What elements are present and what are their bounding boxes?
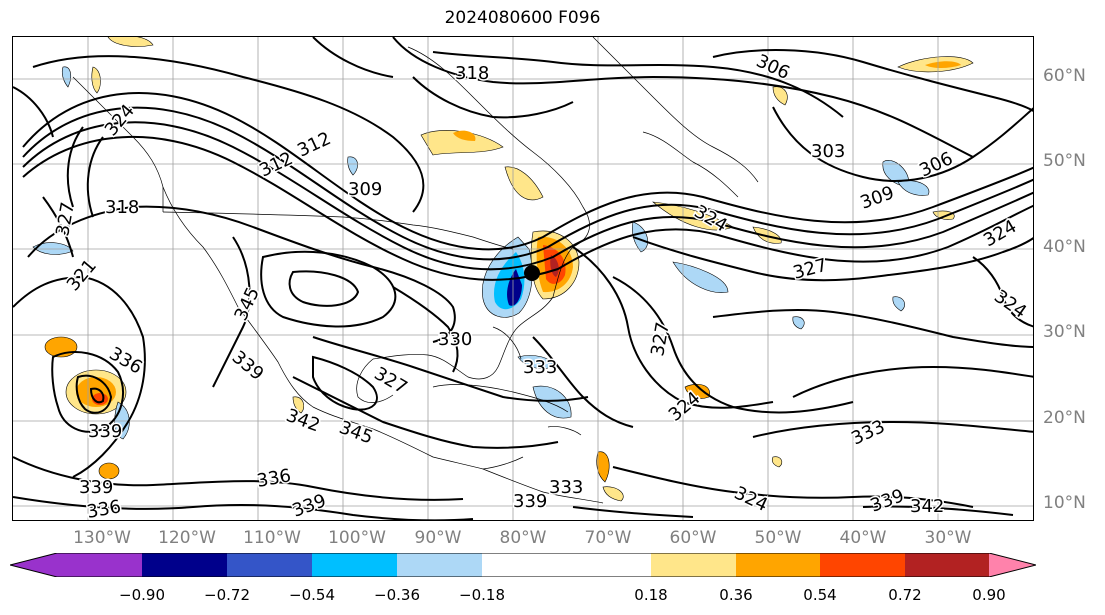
contour-label: 324 — [101, 100, 139, 140]
contour-label: 339 — [228, 347, 268, 385]
colorbar — [10, 553, 1036, 577]
contour-label: 306 — [916, 148, 956, 182]
contour-label: 333 — [523, 357, 557, 378]
map-svg: 318 306 303 306 309 324 324 327 324 312 … — [13, 37, 1034, 521]
contour-label: 303 — [811, 141, 845, 162]
contour-label: 339 — [868, 485, 907, 516]
colorbar-tick-label: 0.90 — [972, 586, 1005, 604]
lon-label-70w: 70°W — [585, 528, 632, 548]
colorbar-segment — [482, 553, 651, 577]
colorbar-tick-label: −0.90 — [119, 586, 165, 604]
colorbar-segment — [820, 553, 905, 577]
contour-label: 345 — [230, 284, 264, 324]
contour-label: 339 — [88, 421, 122, 442]
contour-label: 309 — [858, 182, 897, 213]
colorbar-tick-label: −0.72 — [204, 586, 250, 604]
contour-label: 318 — [105, 197, 139, 218]
contour-label: 324 — [980, 216, 1020, 251]
lon-label-110w: 110°W — [243, 528, 301, 548]
lon-label-100w: 100°W — [328, 528, 386, 548]
colorbar-segment — [397, 553, 482, 577]
contour-label: 342 — [910, 496, 944, 517]
lat-label-50n: 50°N — [1043, 151, 1086, 171]
colorbar-tick-label: 0.72 — [888, 586, 921, 604]
lat-label-30n: 30°N — [1043, 322, 1086, 342]
lat-label-40n: 40°N — [1043, 237, 1086, 257]
contour-label: 333 — [549, 477, 583, 498]
colorbar-extend-min — [10, 553, 142, 577]
colorbar-segment — [312, 553, 397, 577]
contour-label: 324 — [731, 482, 771, 516]
contour-label: 312 — [294, 128, 334, 162]
contour-label: 324 — [990, 286, 1030, 323]
contour-label: 339 — [79, 477, 113, 498]
colorbar-segment — [651, 553, 736, 577]
lat-label-20n: 20°N — [1043, 408, 1086, 428]
map-title: 2024080600 F096 — [0, 8, 1045, 28]
colorbar-extend-max — [989, 553, 1036, 577]
contour-label: 339 — [290, 490, 329, 521]
lon-label-40w: 40°W — [840, 528, 887, 548]
lat-label-10n: 10°N — [1043, 493, 1086, 513]
storm-center — [524, 265, 540, 281]
lon-label-90w: 90°W — [415, 528, 462, 548]
colorbar-tick-label: 0.36 — [719, 586, 752, 604]
colorbar-segments — [10, 553, 1036, 577]
lon-label-80w: 80°W — [500, 528, 547, 548]
colorbar-segment — [227, 553, 312, 577]
contour-label: 309 — [348, 179, 382, 200]
contour-label: 330 — [438, 329, 472, 350]
colorbar-tick-label: −0.54 — [289, 586, 335, 604]
lon-label-60w: 60°W — [670, 528, 717, 548]
colorbar-segment — [736, 553, 820, 577]
lon-label-130w: 130°W — [73, 528, 131, 548]
contour-label: 336 — [85, 496, 122, 521]
colorbar-segment — [142, 553, 227, 577]
colorbar-segment — [905, 553, 989, 577]
lon-label-50w: 50°W — [755, 528, 802, 548]
contour-label: 321 — [63, 255, 101, 295]
colorbar-tick-label: −0.36 — [374, 586, 420, 604]
lon-label-120w: 120°W — [158, 528, 216, 548]
lat-label-60n: 60°N — [1043, 66, 1086, 86]
contour-label: 336 — [255, 465, 292, 492]
contour-label: 318 — [455, 63, 489, 84]
contour-label: 339 — [513, 491, 547, 512]
contour-label: 327 — [52, 200, 79, 237]
colorbar-tick-label: −0.18 — [459, 586, 505, 604]
colorbar-tick-label: 0.54 — [803, 586, 836, 604]
contour-label: 345 — [336, 417, 375, 448]
colorbar-tick-label: 0.18 — [634, 586, 667, 604]
contour-label: 327 — [647, 320, 674, 357]
lon-label-30w: 30°W — [925, 528, 972, 548]
map-panel[interactable]: 318 306 303 306 309 324 324 327 324 312 … — [12, 36, 1034, 521]
contour-label: 342 — [283, 405, 322, 436]
